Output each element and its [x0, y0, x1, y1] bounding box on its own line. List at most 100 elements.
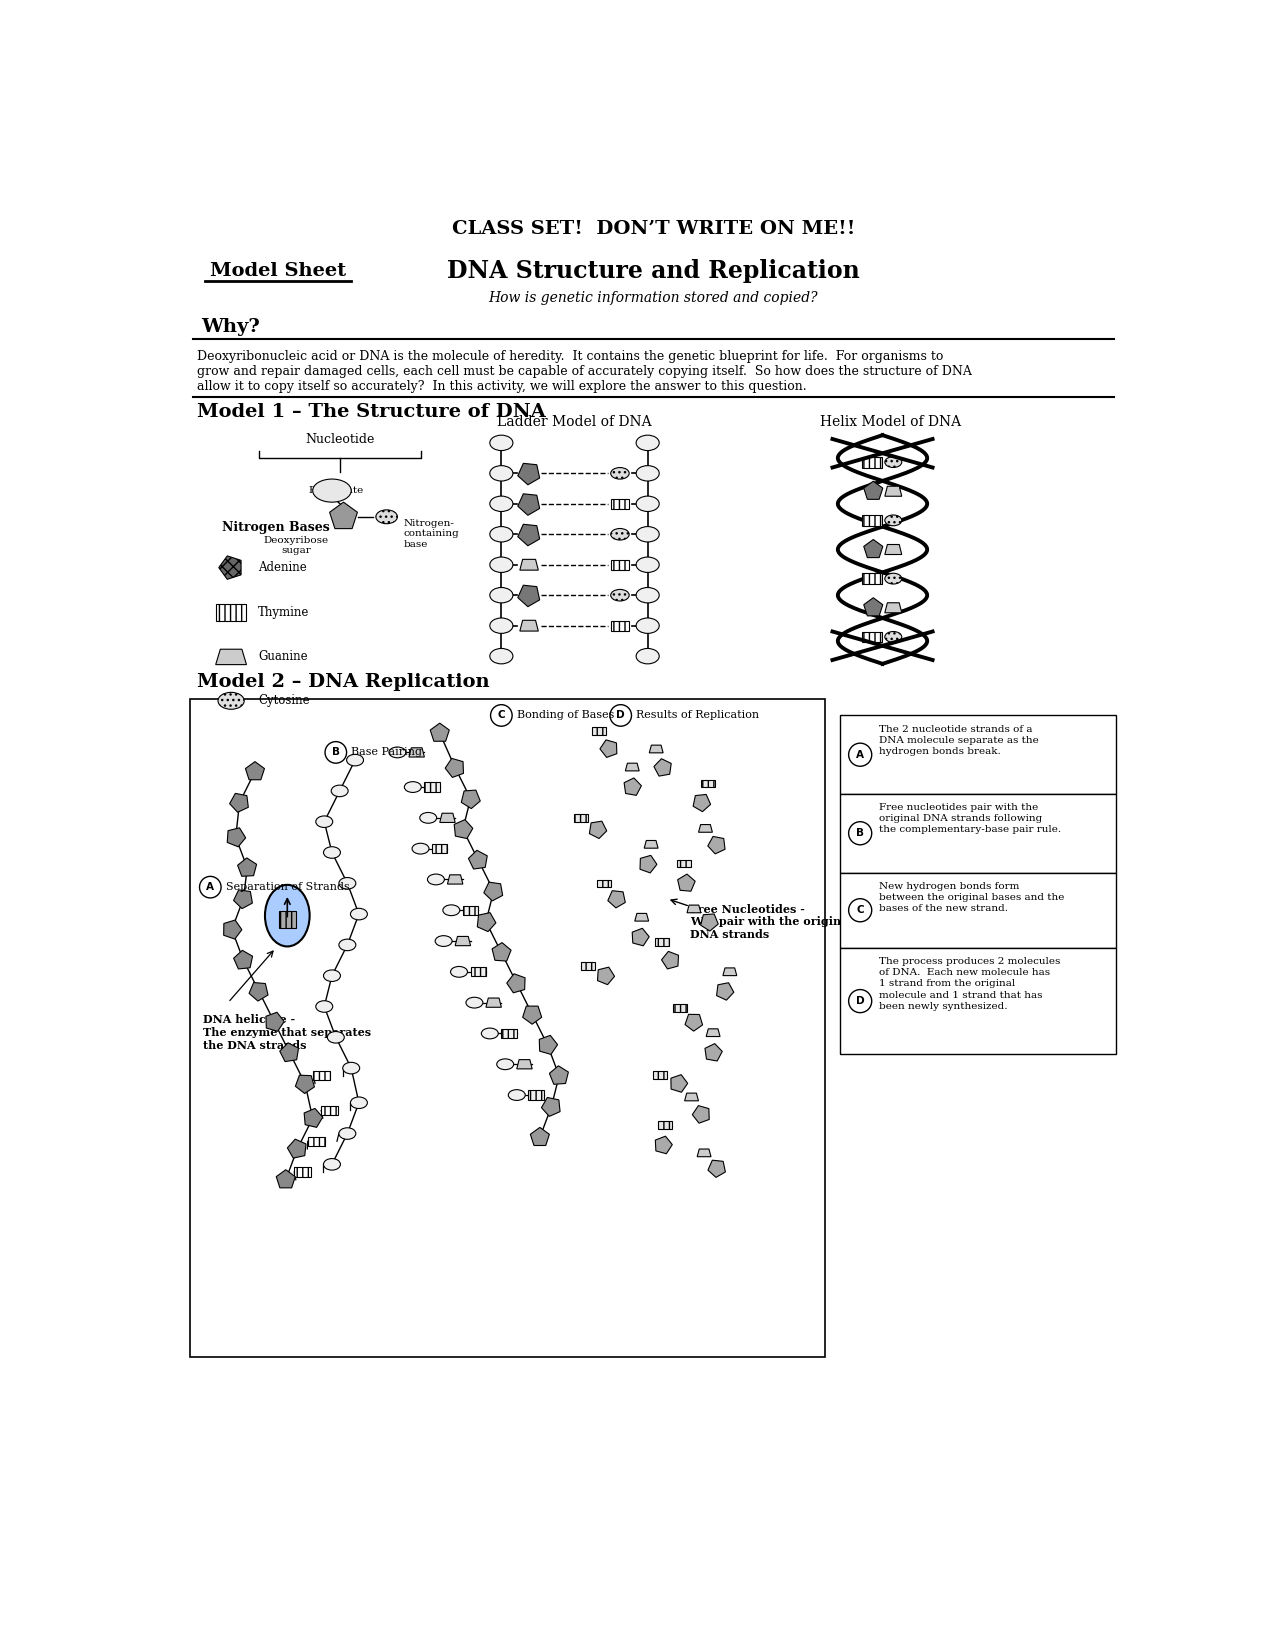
- Polygon shape: [601, 739, 617, 757]
- Text: Free nucleotides pair with the
original DNA strands following
the complementary-: Free nucleotides pair with the original …: [878, 804, 1061, 835]
- Polygon shape: [863, 597, 882, 615]
- Polygon shape: [518, 493, 539, 515]
- Polygon shape: [246, 762, 264, 780]
- Polygon shape: [506, 974, 525, 993]
- FancyBboxPatch shape: [653, 1071, 667, 1079]
- Polygon shape: [518, 586, 539, 607]
- Polygon shape: [885, 544, 901, 554]
- Polygon shape: [708, 837, 725, 853]
- FancyBboxPatch shape: [611, 559, 629, 569]
- Ellipse shape: [339, 1129, 356, 1138]
- Text: The 2 nucleotide strands of a
DNA molecule separate as the
hydrogen bonds break.: The 2 nucleotide strands of a DNA molecu…: [878, 724, 1038, 756]
- Ellipse shape: [636, 526, 659, 541]
- FancyBboxPatch shape: [574, 813, 588, 822]
- Polygon shape: [699, 825, 713, 832]
- Polygon shape: [477, 912, 496, 932]
- Ellipse shape: [343, 1063, 360, 1074]
- Ellipse shape: [611, 589, 629, 601]
- FancyBboxPatch shape: [190, 698, 825, 1356]
- Ellipse shape: [332, 785, 348, 797]
- Polygon shape: [671, 1074, 687, 1092]
- Polygon shape: [550, 1066, 569, 1084]
- Text: Model Sheet: Model Sheet: [210, 262, 346, 281]
- Polygon shape: [483, 883, 502, 901]
- Polygon shape: [279, 1043, 298, 1061]
- Polygon shape: [885, 602, 901, 612]
- Ellipse shape: [328, 1031, 344, 1043]
- Polygon shape: [542, 1097, 560, 1117]
- Polygon shape: [649, 746, 663, 752]
- Ellipse shape: [389, 747, 405, 757]
- Text: C: C: [497, 711, 505, 721]
- Text: Base Pairing: Base Pairing: [351, 747, 422, 757]
- Ellipse shape: [316, 1000, 333, 1011]
- Polygon shape: [640, 855, 657, 873]
- Text: CLASS SET!  DON’T WRITE ON ME!!: CLASS SET! DON’T WRITE ON ME!!: [451, 219, 856, 238]
- Polygon shape: [701, 914, 718, 931]
- Text: Helix Model of DNA: Helix Model of DNA: [820, 416, 961, 429]
- Text: Why?: Why?: [201, 318, 260, 337]
- Polygon shape: [625, 764, 639, 771]
- Ellipse shape: [339, 878, 356, 889]
- Polygon shape: [685, 1092, 699, 1101]
- FancyBboxPatch shape: [840, 873, 1116, 949]
- Ellipse shape: [339, 939, 356, 950]
- FancyBboxPatch shape: [279, 911, 296, 927]
- Ellipse shape: [636, 558, 659, 573]
- Circle shape: [609, 705, 631, 726]
- FancyBboxPatch shape: [673, 1003, 687, 1011]
- Text: How is genetic information stored and copied?: How is genetic information stored and co…: [488, 290, 819, 305]
- FancyBboxPatch shape: [862, 515, 882, 526]
- Polygon shape: [717, 983, 734, 1000]
- Ellipse shape: [412, 843, 428, 855]
- Polygon shape: [705, 1043, 722, 1061]
- Text: Model 2 – DNA Replication: Model 2 – DNA Replication: [198, 673, 490, 691]
- FancyBboxPatch shape: [862, 573, 882, 584]
- FancyBboxPatch shape: [862, 457, 882, 467]
- Polygon shape: [685, 1015, 703, 1031]
- Text: DNA helicase -
The enzyme that separates
the DNA strands: DNA helicase - The enzyme that separates…: [203, 1015, 371, 1051]
- FancyBboxPatch shape: [425, 782, 440, 792]
- Polygon shape: [492, 942, 511, 960]
- Text: Results of Replication: Results of Replication: [636, 711, 759, 721]
- Text: D: D: [856, 997, 864, 1006]
- Polygon shape: [516, 1059, 532, 1069]
- Ellipse shape: [490, 619, 513, 634]
- Ellipse shape: [490, 526, 513, 541]
- Ellipse shape: [490, 436, 513, 450]
- FancyBboxPatch shape: [295, 1168, 311, 1176]
- Polygon shape: [635, 914, 649, 921]
- Ellipse shape: [885, 632, 901, 642]
- Ellipse shape: [636, 497, 659, 512]
- Ellipse shape: [611, 528, 629, 540]
- Text: Thymine: Thymine: [258, 606, 310, 619]
- Polygon shape: [523, 1006, 542, 1025]
- Ellipse shape: [497, 1059, 514, 1069]
- Polygon shape: [249, 982, 268, 1002]
- Ellipse shape: [636, 465, 659, 482]
- Text: Model 1 – The Structure of DNA: Model 1 – The Structure of DNA: [198, 403, 546, 421]
- Text: B: B: [857, 828, 864, 838]
- Text: Cytosine: Cytosine: [258, 695, 310, 708]
- Polygon shape: [305, 1109, 323, 1127]
- FancyBboxPatch shape: [862, 632, 882, 642]
- Polygon shape: [448, 874, 463, 884]
- Polygon shape: [706, 1030, 720, 1036]
- FancyBboxPatch shape: [470, 967, 486, 977]
- Text: Nucleotide: Nucleotide: [305, 432, 375, 446]
- Ellipse shape: [218, 693, 245, 710]
- Text: Guanine: Guanine: [258, 650, 307, 663]
- Polygon shape: [468, 850, 487, 870]
- Ellipse shape: [435, 936, 453, 947]
- Text: Bonding of Bases: Bonding of Bases: [516, 711, 615, 721]
- Polygon shape: [227, 828, 246, 846]
- Polygon shape: [723, 969, 737, 975]
- Polygon shape: [608, 891, 625, 908]
- Ellipse shape: [324, 1158, 340, 1170]
- Ellipse shape: [324, 846, 340, 858]
- Text: Separation of Strands: Separation of Strands: [226, 883, 349, 893]
- Polygon shape: [863, 482, 882, 500]
- Polygon shape: [655, 1137, 672, 1153]
- Ellipse shape: [490, 587, 513, 602]
- Ellipse shape: [347, 754, 363, 766]
